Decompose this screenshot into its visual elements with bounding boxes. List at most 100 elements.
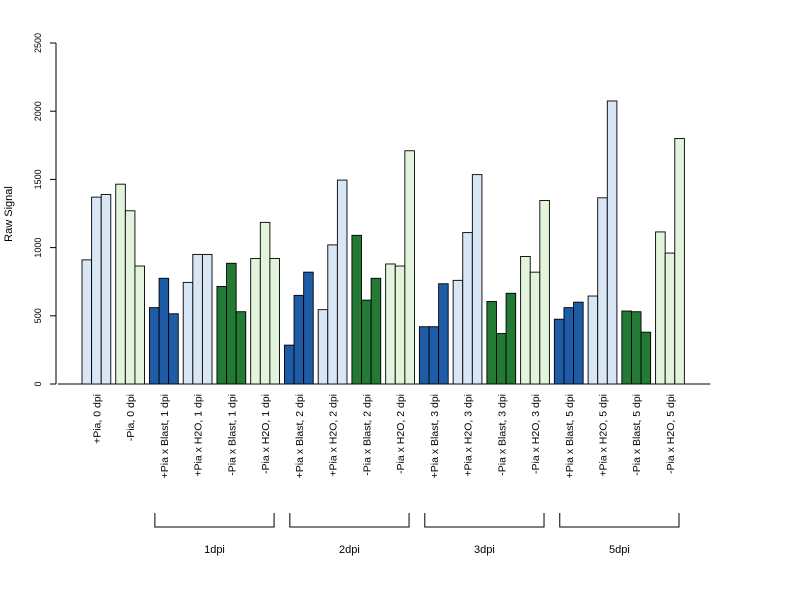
y-axis: 0 500 1000 1500 2000 2500 [33, 33, 57, 387]
y-tick-label: 1000 [33, 238, 43, 258]
time-bracket: 2dpi [289, 513, 410, 556]
bar [418, 326, 430, 385]
bar [269, 258, 280, 385]
x-tick-label: -Pia, 0 dpi [125, 394, 137, 441]
x-tick-label: +Pia, 0 dpi [91, 394, 103, 444]
x-tick-label: -Pia x H2O, 5 dpi [665, 394, 677, 474]
y-tick-label: 500 [33, 308, 43, 323]
x-tick-label: +Pia x H2O, 2 dpi [328, 394, 340, 477]
x-tick-labels: +Pia, 0 dpi -Pia, 0 dpi +Pia x Blast, 1 dp… [91, 394, 677, 478]
bar [529, 271, 541, 385]
bar [597, 197, 608, 385]
time-bracket: 3dpi [424, 513, 545, 556]
bar-group [621, 310, 652, 385]
bar [428, 326, 440, 385]
bar [91, 196, 102, 385]
bar [201, 253, 213, 385]
bar [438, 283, 449, 385]
bar [361, 299, 372, 385]
bar [336, 179, 348, 385]
bar-group [283, 271, 314, 385]
bar [327, 244, 338, 385]
y-tick-label: 0 [33, 381, 43, 386]
bar [216, 286, 228, 385]
bar [192, 253, 203, 385]
bar [520, 256, 531, 385]
bar [370, 277, 382, 385]
bracket-line [559, 513, 680, 528]
bar-group [351, 234, 382, 385]
bar-group [81, 193, 112, 385]
x-tick-label: -Pia x H2O, 2 dpi [395, 394, 407, 474]
bar [168, 313, 179, 385]
bracket-label: 3dpi [474, 544, 495, 556]
x-tick-label: +Pia x H2O, 1 dpi [193, 394, 205, 477]
bar [134, 265, 145, 385]
bar [317, 309, 329, 385]
bar [182, 281, 194, 385]
bracket-line [154, 513, 275, 528]
bar-group [587, 100, 618, 385]
bracket-label: 1dpi [204, 544, 225, 556]
bar [149, 307, 160, 385]
bar-group [115, 183, 145, 385]
bar [351, 234, 362, 385]
bar [674, 138, 685, 385]
bar [462, 232, 473, 385]
bar-group [250, 221, 280, 385]
bar [115, 183, 126, 385]
bar [471, 174, 483, 385]
bar [621, 310, 632, 385]
bar [664, 252, 676, 385]
x-tick-label: +Pia x Blast, 2 dpi [294, 394, 306, 478]
x-tick-label: -Pia x Blast, 3 dpi [496, 394, 508, 476]
x-tick-label: +Pia x H2O, 5 dpi [598, 394, 610, 477]
bar-group [655, 138, 685, 385]
bracket-label: 2dpi [339, 544, 360, 556]
time-bracket: 5dpi [559, 513, 680, 556]
x-tick-label: +Pia x Blast, 3 dpi [429, 394, 441, 478]
y-tick-label: 2000 [33, 101, 43, 121]
bar-group [216, 262, 247, 385]
x-tick-label: +Pia x H2O, 3 dpi [463, 394, 475, 477]
bar [539, 200, 550, 385]
bar [283, 344, 295, 385]
bar [486, 301, 497, 385]
bar [630, 311, 642, 385]
bar [452, 279, 464, 385]
x-tick-label: +Pia x Blast, 5 dpi [564, 394, 576, 478]
bracket-line [424, 513, 545, 528]
bar [235, 311, 247, 385]
y-tick-label: 1500 [33, 169, 43, 189]
bar [640, 331, 652, 385]
bar-group [520, 200, 550, 385]
bar [404, 150, 415, 385]
bar [553, 318, 565, 385]
bar [655, 231, 666, 385]
bar-group [317, 179, 348, 385]
bar [563, 307, 575, 385]
bar [259, 221, 271, 385]
time-bracket: 1dpi [154, 513, 275, 556]
bar-group [553, 301, 584, 385]
bar-group [418, 283, 449, 385]
bar [250, 258, 261, 385]
bar-group [486, 292, 517, 385]
x-tick-label: -Pia x Blast, 5 dpi [631, 394, 643, 476]
bar-group [149, 277, 179, 385]
bar [394, 265, 406, 385]
bar [573, 301, 584, 385]
y-tick-label: 2500 [33, 33, 43, 53]
x-tick-label: -Pia x Blast, 2 dpi [361, 394, 373, 476]
bar [81, 259, 93, 385]
bar-group [452, 174, 483, 385]
x-tick-label: -Pia x H2O, 3 dpi [530, 394, 542, 474]
x-tick-label: -Pia x H2O, 1 dpi [260, 394, 272, 474]
time-brackets: 1dpi 2dpi 3dpi 5dpi [154, 513, 680, 556]
bracket-line [289, 513, 410, 528]
bar [293, 294, 305, 385]
bar [124, 210, 136, 385]
bar [303, 271, 314, 385]
bar-group [182, 253, 213, 385]
